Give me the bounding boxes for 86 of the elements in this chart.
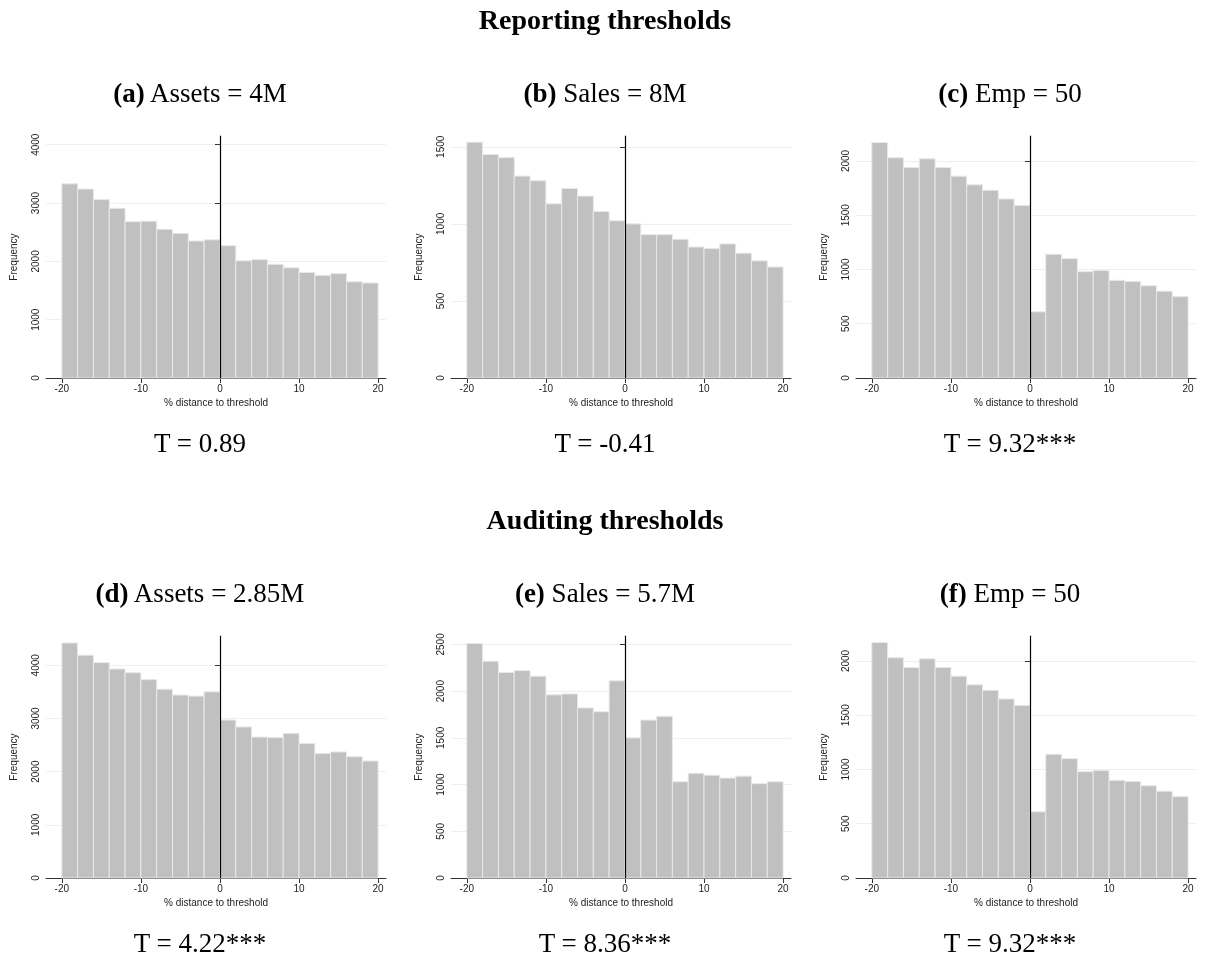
text: T = 9.32*** bbox=[942, 428, 1078, 459]
y-axis-title: Frequency bbox=[817, 733, 829, 781]
x-tick-label: -20 bbox=[54, 882, 70, 894]
y-tick-label: 2000 bbox=[839, 649, 851, 673]
y-tick-label: 3000 bbox=[29, 191, 41, 215]
y-tick-label: 0 bbox=[29, 374, 41, 381]
x-tick-label: 0 bbox=[1027, 382, 1034, 394]
chart-title: (e) Sales = 5.7M bbox=[513, 578, 697, 609]
text: T = 9.32*** bbox=[942, 928, 1078, 958]
x-tick-label: 20 bbox=[1182, 882, 1195, 894]
x-tick-label: -10 bbox=[133, 882, 149, 894]
x-tick-label: 0 bbox=[1027, 882, 1034, 894]
y-tick-label: 3000 bbox=[29, 706, 41, 730]
y-axis-title: Frequency bbox=[817, 233, 829, 281]
x-tick-label: -10 bbox=[538, 882, 554, 894]
x-tick-label: 0 bbox=[217, 882, 224, 894]
y-tick-label: 2000 bbox=[839, 149, 851, 173]
x-tick-label: -20 bbox=[54, 382, 70, 394]
y-axis-title: Frequency bbox=[7, 733, 19, 781]
y-tick-label: 1500 bbox=[434, 726, 446, 749]
x-tick-label: 20 bbox=[1182, 382, 1195, 394]
text: Auditing thresholds bbox=[485, 504, 725, 536]
text: T = -0.41 bbox=[553, 428, 657, 459]
y-tick-label: 500 bbox=[434, 292, 446, 310]
y-tick-label: 500 bbox=[839, 314, 851, 333]
y-tick-label: 500 bbox=[434, 822, 446, 840]
x-tick-label: -20 bbox=[864, 382, 880, 394]
text: T = 4.22*** bbox=[132, 928, 268, 958]
x-tick-label: 10 bbox=[1103, 882, 1116, 894]
y-tick-label: 1000 bbox=[29, 308, 41, 331]
x-axis-title: % distance to threshold bbox=[974, 897, 1078, 909]
x-axis-title: % distance to threshold bbox=[164, 397, 268, 409]
x-tick-label: -10 bbox=[538, 382, 554, 394]
x-tick-label: 10 bbox=[698, 882, 711, 894]
text: Reporting thresholds bbox=[477, 4, 733, 36]
x-tick-label: -20 bbox=[459, 882, 475, 894]
chart-title: (f) Emp = 50 bbox=[938, 578, 1082, 609]
x-tick-label: 10 bbox=[698, 382, 711, 394]
y-tick-label: 2000 bbox=[29, 249, 41, 273]
x-tick-label: 10 bbox=[293, 382, 306, 394]
chart-title: (c) Emp = 50 bbox=[937, 78, 1083, 109]
text: T = 8.36*** bbox=[537, 928, 673, 958]
y-tick-label: 4000 bbox=[29, 133, 41, 156]
text: T = 0.89 bbox=[153, 428, 247, 459]
x-tick-label: 10 bbox=[1103, 382, 1116, 394]
x-tick-label: 20 bbox=[777, 382, 790, 394]
x-tick-label: 20 bbox=[777, 882, 790, 894]
y-tick-label: 0 bbox=[434, 874, 446, 881]
y-axis-title: Frequency bbox=[7, 233, 19, 281]
x-tick-label: -10 bbox=[943, 882, 959, 894]
y-tick-label: 1500 bbox=[839, 703, 851, 727]
y-tick-label: 1500 bbox=[434, 135, 446, 158]
y-tick-label: 1500 bbox=[839, 203, 851, 227]
y-tick-label: 0 bbox=[434, 374, 446, 381]
y-tick-label: 1000 bbox=[839, 757, 851, 781]
x-tick-label: 0 bbox=[622, 382, 629, 394]
y-tick-label: 0 bbox=[839, 874, 851, 881]
chart-title: (b) Sales = 8M bbox=[522, 78, 688, 109]
y-tick-label: 1000 bbox=[434, 773, 446, 796]
x-tick-label: 20 bbox=[372, 382, 385, 394]
y-tick-label: 0 bbox=[29, 874, 41, 881]
y-axis-title: Frequency bbox=[412, 233, 424, 281]
x-tick-label: 10 bbox=[293, 882, 306, 894]
x-tick-label: 0 bbox=[622, 882, 629, 894]
x-axis-title: % distance to threshold bbox=[164, 897, 268, 909]
x-tick-label: -20 bbox=[459, 382, 475, 394]
x-axis-title: % distance to threshold bbox=[569, 897, 673, 909]
y-tick-label: 500 bbox=[839, 814, 851, 833]
chart-title: (d) Assets = 2.85M bbox=[94, 578, 306, 609]
y-tick-label: 1000 bbox=[839, 257, 851, 281]
x-axis-title: % distance to threshold bbox=[974, 397, 1078, 409]
x-tick-label: -10 bbox=[943, 382, 959, 394]
y-tick-label: 2000 bbox=[29, 760, 41, 783]
x-axis-title: % distance to threshold bbox=[569, 397, 673, 409]
x-tick-label: 0 bbox=[217, 382, 224, 394]
chart-title: (a) Assets = 4M bbox=[112, 78, 288, 109]
x-tick-label: -10 bbox=[133, 382, 149, 394]
y-tick-label: 1000 bbox=[29, 813, 41, 836]
x-tick-label: -20 bbox=[864, 882, 880, 894]
x-tick-label: 20 bbox=[372, 882, 385, 894]
y-tick-label: 4000 bbox=[29, 653, 41, 677]
y-tick-label: 2000 bbox=[434, 679, 446, 703]
y-tick-label: 0 bbox=[839, 374, 851, 381]
y-tick-label: 2500 bbox=[434, 632, 446, 656]
y-tick-label: 1000 bbox=[434, 212, 446, 235]
y-axis-title: Frequency bbox=[412, 733, 424, 781]
